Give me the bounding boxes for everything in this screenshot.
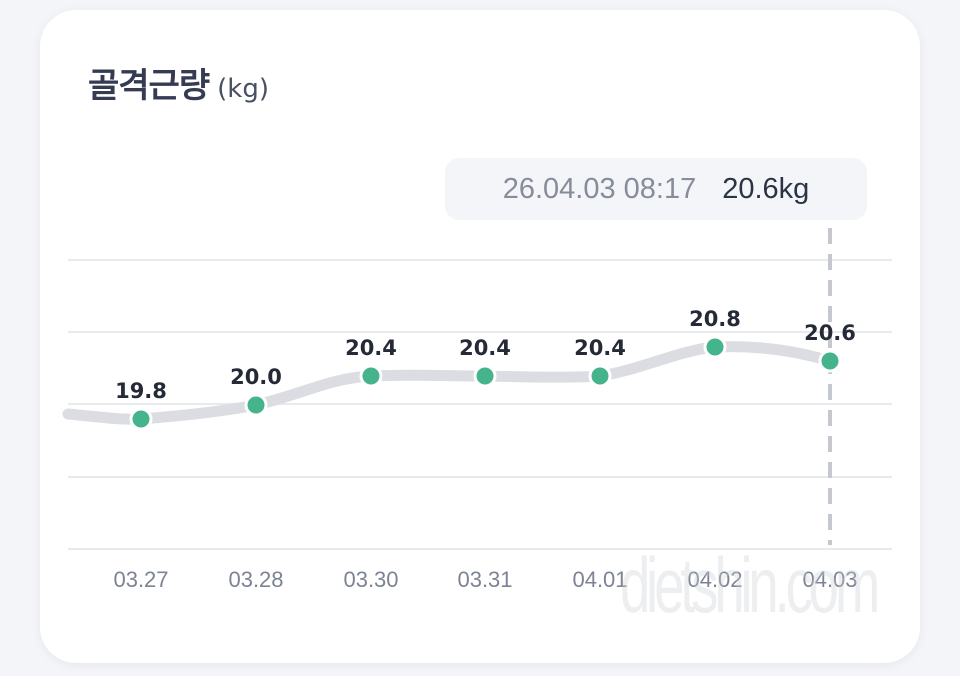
title-text: 골격근량: [88, 66, 210, 106]
value-label: 20.4: [345, 336, 397, 360]
tooltip-value: 20.6kg: [722, 172, 810, 205]
x-tick-label: 03.27: [113, 567, 168, 592]
skeletal-muscle-card: [40, 10, 920, 663]
x-axis-labels: 03.27 03.28 03.30 03.31 04.01 04.02 04.0…: [113, 567, 857, 592]
value-label: 20.8: [689, 307, 741, 331]
data-point[interactable]: [244, 393, 268, 417]
value-label: 20.0: [230, 365, 282, 389]
data-point[interactable]: [703, 335, 727, 359]
data-points: [129, 335, 842, 431]
card-title: 골격근량 (kg): [88, 58, 269, 107]
value-labels: 19.8 20.0 20.4 20.4 20.4 20.8 20.6: [115, 307, 856, 403]
x-tick-label: 03.30: [343, 567, 398, 592]
tooltip-datetime: 26.04.03 08:17: [502, 172, 697, 205]
x-tick-label: 04.01: [572, 567, 627, 592]
data-point[interactable]: [473, 364, 497, 388]
watermark: dietshin.com: [620, 541, 880, 629]
title-unit: (kg): [217, 74, 269, 104]
gridlines: [68, 259, 892, 550]
value-label: 20.4: [574, 336, 626, 360]
value-label: 20.6: [804, 321, 856, 345]
data-point-selected[interactable]: [818, 349, 842, 373]
x-tick-label: 03.28: [228, 567, 283, 592]
x-tick-label: 03.31: [457, 567, 512, 592]
selected-point-tooltip: 26.04.03 08:17 20.6kg: [445, 158, 867, 220]
data-point[interactable]: [129, 407, 153, 431]
x-tick-label: 04.02: [687, 567, 742, 592]
value-label: 19.8: [115, 379, 167, 403]
x-tick-label: 04.03: [802, 567, 857, 592]
data-point[interactable]: [588, 364, 612, 388]
data-point[interactable]: [359, 364, 383, 388]
value-label: 20.4: [459, 336, 511, 360]
